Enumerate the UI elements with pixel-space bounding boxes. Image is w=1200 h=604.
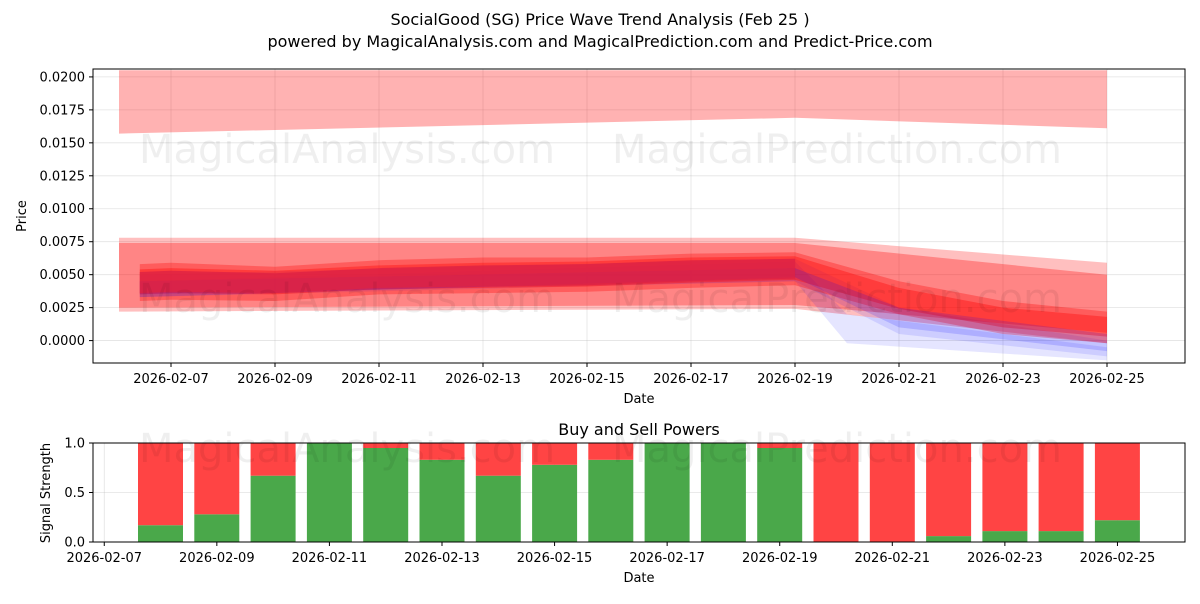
buy-bar: [138, 525, 183, 542]
buy-sell-title: Buy and Sell Powers: [558, 420, 720, 439]
chart-title: SocialGood (SG) Price Wave Trend Analysi…: [390, 10, 809, 29]
signal-x-tick-label: 2026-02-07: [66, 551, 142, 566]
price-x-tick-label: 2026-02-19: [757, 372, 833, 387]
sell-bar: [813, 443, 859, 542]
wave-band-core-wave: [139, 258, 796, 294]
price-x-tick-label: 2026-02-25: [1069, 372, 1145, 387]
signal-x-tick-label: 2026-02-19: [742, 551, 818, 566]
sell-bar: [982, 443, 1028, 532]
sell-bar: [194, 443, 240, 515]
signal-y-tick-label: 0.0: [64, 536, 85, 551]
buy-bar: [588, 459, 634, 542]
buy-bar: [1038, 531, 1084, 542]
sell-bar: [138, 443, 183, 526]
sell-bar: [363, 443, 409, 448]
signal-y-label: Signal Strength: [39, 443, 54, 543]
sell-bar: [588, 443, 634, 460]
buy-bar: [982, 531, 1028, 542]
signal-y-tick-label: 1.0: [64, 437, 85, 452]
price-x-tick-label: 2026-02-07: [133, 372, 209, 387]
signal-x-tick-label: 2026-02-23: [967, 551, 1043, 566]
signal-x-tick-label: 2026-02-21: [855, 551, 931, 566]
buy-bar: [926, 536, 972, 542]
price-bands: [119, 70, 1108, 361]
wave-band-upper-wave: [119, 70, 1107, 134]
buy-bar: [363, 447, 409, 542]
sell-bar: [1038, 443, 1084, 532]
sell-bar: [757, 443, 803, 448]
signal-x-tick-label: 2026-02-09: [179, 551, 255, 566]
sell-bar: [926, 443, 972, 537]
signal-bars: [138, 443, 1140, 542]
price-wave-panel: MagicalAnalysis.com MagicalPrediction.co…: [15, 68, 1186, 407]
signal-x-tick-label: 2026-02-17: [629, 551, 705, 566]
price-y-tick-label: 0.0025: [40, 301, 86, 316]
price-y-tick-label: 0.0075: [40, 235, 86, 250]
buy-bar: [475, 475, 521, 542]
buy-bar: [700, 443, 746, 542]
watermark-prediction-mid: MagicalPrediction.com: [612, 276, 1062, 322]
watermark-analysis-mid: MagicalAnalysis.com: [139, 276, 555, 322]
price-x-tick-label: 2026-02-17: [653, 372, 729, 387]
price-x-tick-label: 2026-02-23: [965, 372, 1041, 387]
watermark-prediction-bottom: MagicalPrediction.com: [612, 426, 1062, 472]
price-x-tick-label: 2026-02-11: [341, 372, 417, 387]
signal-y-tick-label: 0.5: [64, 486, 85, 501]
price-y-tick-label: 0.0100: [40, 202, 86, 217]
signal-x-label: Date: [623, 571, 654, 586]
buy-bar: [644, 443, 690, 542]
price-y-axis: 0.0000 0.0025 0.0050 0.0075 0.0100 0.0125 0.01…: [40, 70, 93, 349]
wave-band-wave-band-1: [119, 237, 1107, 344]
signal-x-tick-label: 2026-02-15: [517, 551, 593, 566]
sell-bar: [869, 443, 915, 542]
watermark-analysis-bottom: MagicalAnalysis.com: [139, 426, 555, 472]
price-plot-frame: [92, 68, 1186, 364]
buy-bar: [306, 443, 352, 542]
wave-band-blue-core: [139, 268, 1108, 352]
buy-bar: [1094, 520, 1140, 542]
sell-bar: [419, 443, 465, 460]
chart-subtitle: powered by MagicalAnalysis.com and Magic…: [267, 32, 932, 51]
price-x-tick-label: 2026-02-15: [549, 372, 625, 387]
signal-x-tick-label: 2026-02-13: [404, 551, 480, 566]
price-y-label: Price: [15, 200, 30, 232]
wave-band-wave-band-2: [119, 243, 1107, 333]
buy-bar: [250, 475, 296, 542]
signal-y-axis: 0.0 0.5 1.0: [64, 437, 93, 551]
buy-bar: [532, 464, 578, 542]
signal-x-axis: 2026-02-07 2026-02-09 2026-02-11 2026-02-13…: [66, 542, 1155, 566]
price-x-tick-label: 2026-02-13: [445, 372, 521, 387]
buy-sell-panel: Buy and Sell Powers MagicalAnalysis.com …: [39, 420, 1186, 586]
price-y-tick-label: 0.0175: [40, 103, 86, 118]
sell-bar: [1094, 443, 1140, 521]
price-x-tick-label: 2026-02-21: [861, 372, 937, 387]
watermark-prediction-top: MagicalPrediction.com: [612, 127, 1062, 173]
buy-bar: [757, 447, 803, 542]
price-y-tick-label: 0.0125: [40, 169, 86, 184]
sell-bar: [250, 443, 296, 476]
buy-bar: [419, 459, 465, 542]
price-x-label: Date: [623, 392, 654, 407]
price-y-tick-label: 0.0000: [40, 334, 86, 349]
watermark-analysis-top: MagicalAnalysis.com: [139, 127, 555, 173]
sell-bar: [475, 443, 521, 476]
price-x-axis: 2026-02-07 2026-02-09 2026-02-11 2026-02-13…: [133, 363, 1145, 387]
price-y-tick-label: 0.0150: [40, 136, 86, 151]
price-y-tick-label: 0.0200: [40, 70, 86, 85]
sell-bar: [532, 443, 578, 465]
buy-bar: [194, 514, 240, 542]
signal-x-tick-label: 2026-02-11: [292, 551, 368, 566]
price-y-tick-label: 0.0050: [40, 268, 86, 283]
signal-x-tick-label: 2026-02-25: [1080, 551, 1156, 566]
price-x-tick-label: 2026-02-09: [237, 372, 313, 387]
